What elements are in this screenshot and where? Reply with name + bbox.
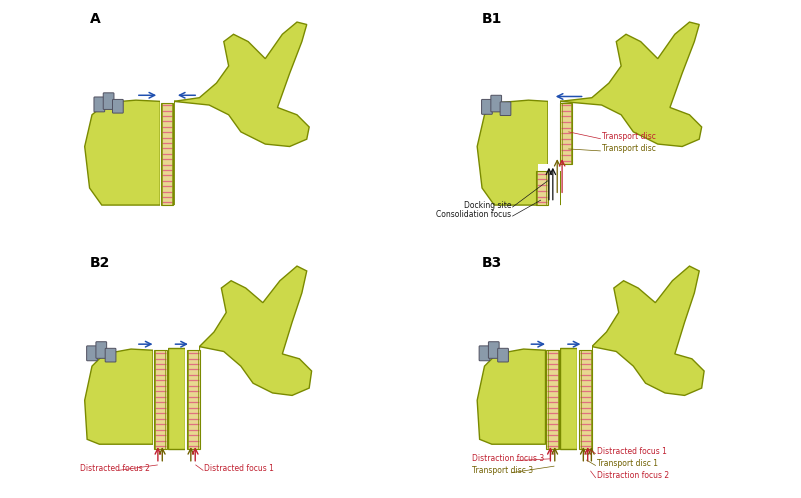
FancyBboxPatch shape: [481, 100, 493, 115]
FancyBboxPatch shape: [489, 342, 499, 359]
Bar: [548, 95, 560, 212]
Text: Transport disc 1: Transport disc 1: [597, 459, 658, 468]
Text: Distraction focus 2: Distraction focus 2: [597, 472, 669, 481]
Bar: [161, 103, 173, 205]
Polygon shape: [560, 348, 578, 449]
Polygon shape: [85, 349, 153, 444]
FancyBboxPatch shape: [500, 102, 511, 116]
Polygon shape: [592, 266, 704, 444]
Bar: [579, 350, 592, 449]
Text: Transport disc 3: Transport disc 3: [473, 467, 533, 476]
Text: Distracted focus 2: Distracted focus 2: [80, 464, 150, 473]
FancyBboxPatch shape: [112, 100, 123, 113]
Text: Distracted focus 1: Distracted focus 1: [204, 464, 274, 473]
FancyBboxPatch shape: [87, 346, 98, 361]
Text: B2: B2: [90, 256, 110, 270]
Text: Distraction focus 3: Distraction focus 3: [473, 454, 545, 463]
Bar: [153, 342, 167, 456]
Text: Transport disc: Transport disc: [602, 132, 655, 141]
Text: Consolidation focus: Consolidation focus: [437, 210, 511, 219]
Text: Transport disc: Transport disc: [602, 144, 655, 153]
FancyBboxPatch shape: [96, 342, 107, 359]
Polygon shape: [174, 22, 309, 205]
Text: B3: B3: [482, 256, 502, 270]
Polygon shape: [477, 349, 545, 444]
Bar: [545, 342, 560, 456]
FancyBboxPatch shape: [105, 348, 116, 362]
Bar: [578, 342, 592, 456]
Text: Distracted focus 1: Distracted focus 1: [597, 447, 666, 456]
Bar: [536, 171, 548, 205]
Bar: [185, 342, 199, 456]
Text: Docking site: Docking site: [464, 201, 511, 210]
Polygon shape: [560, 22, 702, 205]
FancyBboxPatch shape: [491, 95, 501, 112]
Polygon shape: [167, 348, 185, 449]
Polygon shape: [199, 266, 312, 444]
Bar: [538, 163, 567, 171]
Text: B1: B1: [482, 12, 502, 26]
Bar: [160, 95, 174, 212]
FancyBboxPatch shape: [479, 346, 490, 361]
Bar: [560, 103, 573, 163]
FancyBboxPatch shape: [497, 348, 509, 362]
Polygon shape: [85, 100, 160, 205]
FancyBboxPatch shape: [103, 93, 114, 110]
Polygon shape: [477, 100, 548, 205]
Text: A: A: [90, 12, 100, 26]
Bar: [187, 350, 199, 449]
FancyBboxPatch shape: [94, 97, 105, 112]
Bar: [546, 350, 559, 449]
Bar: [154, 350, 167, 449]
